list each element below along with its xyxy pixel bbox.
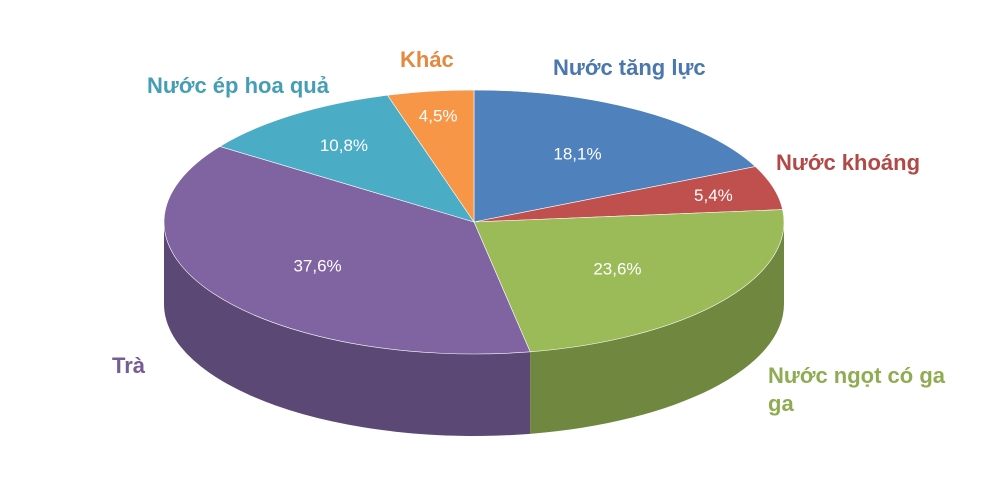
- slice-side: [164, 222, 531, 436]
- value-label: 23,6%: [593, 260, 641, 279]
- category-label: Nước khoáng: [776, 150, 921, 175]
- category-label: Nước ép hoa quả: [147, 73, 329, 98]
- slice: [473, 209, 785, 353]
- value-label: 37,6%: [293, 256, 341, 275]
- slice: [386, 89, 475, 223]
- value-label: 4,5%: [419, 106, 458, 125]
- slice: [163, 146, 531, 355]
- slice: [219, 94, 475, 223]
- category-label: Nước tăng lực: [553, 55, 706, 80]
- slice-side: [530, 222, 784, 434]
- value-label: 5,4%: [694, 186, 733, 205]
- category-label: Khác: [400, 47, 454, 72]
- value-label: 18,1%: [553, 145, 601, 164]
- slice: [473, 89, 756, 223]
- category-label: Trà: [112, 353, 146, 378]
- category-label: Nước ngọt có ga ga: [768, 363, 946, 416]
- value-label: 10,8%: [320, 136, 368, 155]
